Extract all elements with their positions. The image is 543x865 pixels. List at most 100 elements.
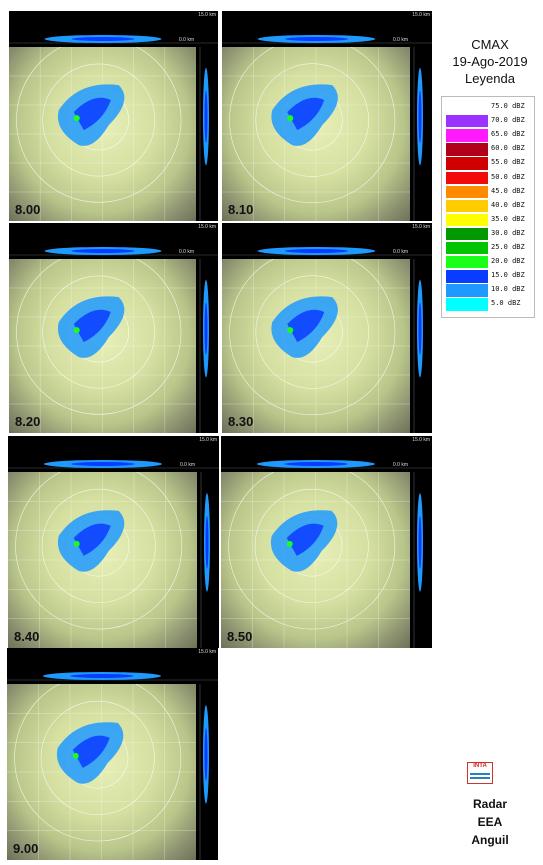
legend-swatch bbox=[446, 171, 488, 184]
legend-swatch bbox=[446, 270, 488, 283]
km-top-label: 15.0 km bbox=[199, 437, 217, 443]
legend-swatch bbox=[446, 256, 488, 269]
cross-section-side bbox=[196, 259, 218, 433]
legend-swatch bbox=[446, 129, 488, 142]
radar-panel: 15.0 km 0.0 km 8.30 bbox=[222, 223, 432, 433]
cross-section-top: 15.0 km 0.0 km bbox=[221, 436, 432, 472]
legend-entry: 10.0 dBZ bbox=[442, 284, 534, 297]
footer-eea: EEA bbox=[477, 815, 503, 829]
legend-label: 30.0 dBZ bbox=[491, 228, 525, 237]
legend-label: 50.0 dBZ bbox=[491, 172, 525, 181]
radar-ppi-map bbox=[222, 47, 410, 221]
panel-time-label: 8.10 bbox=[228, 202, 254, 217]
legend-entry: 15.0 dBZ bbox=[442, 270, 534, 283]
legend-entry: 5.0 dBZ bbox=[442, 298, 534, 311]
legend-label: 10.0 dBZ bbox=[491, 285, 525, 294]
km-base-label: 0.0 km bbox=[178, 249, 194, 255]
radar-panel: 15.0 km 9.00 bbox=[7, 648, 218, 860]
cross-section-side bbox=[410, 259, 432, 433]
legend-label: 20.0 dBZ bbox=[491, 257, 525, 266]
cross-section-top: 15.0 km 0.0 km bbox=[222, 11, 432, 47]
panel-time-label: 8.50 bbox=[227, 629, 253, 644]
inta-logo: INTA bbox=[467, 762, 493, 784]
legend-entry: 70.0 dBZ bbox=[442, 115, 534, 128]
panel-time-label: 8.30 bbox=[228, 414, 254, 429]
legend-entry: 75.0 dBZ bbox=[442, 101, 534, 114]
km-top-label: 15.0 km bbox=[198, 12, 216, 18]
legend-label: 40.0 dBZ bbox=[491, 200, 525, 209]
panel-time-label: 8.00 bbox=[15, 202, 41, 217]
cross-section-top: 15.0 km bbox=[7, 648, 218, 684]
radar-ppi-map bbox=[8, 472, 197, 648]
radar-ppi-map bbox=[221, 472, 410, 648]
radar-echo-overlay bbox=[222, 47, 410, 221]
km-top-label: 15.0 km bbox=[412, 224, 430, 230]
km-top-label: 15.0 km bbox=[412, 437, 430, 443]
cross-section-side bbox=[196, 684, 218, 860]
legend-label: 25.0 dBZ bbox=[491, 243, 525, 251]
km-base-label: 0.0 km bbox=[392, 37, 408, 43]
radar-ppi-map bbox=[9, 259, 196, 433]
dbz-legend: 75.0 dBZ 70.0 dBZ 65.0 dBZ 60.0 dBZ 55.0 dBZ… bbox=[441, 96, 535, 318]
cross-section-top: 15.0 km 0.0 km bbox=[8, 436, 219, 472]
legend-label: 70.0 dBZ bbox=[491, 116, 525, 125]
radar-panel: 15.0 km 0.0 km 8.50 bbox=[221, 436, 432, 648]
legend-entry: 35.0 dBZ bbox=[442, 213, 534, 227]
km-top-label: 15.0 km bbox=[198, 649, 216, 655]
legend-label: 45.0 dBZ bbox=[491, 186, 525, 195]
legend-label: 60.0 dBZ bbox=[491, 144, 525, 153]
legend-swatch bbox=[446, 242, 488, 255]
radar-echo-overlay bbox=[8, 472, 197, 648]
legend-title-date: 19-Ago-2019 bbox=[452, 54, 528, 69]
radar-panel: 15.0 km 0.0 km 8.10 bbox=[222, 11, 432, 221]
km-base-label: 0.0 km bbox=[392, 462, 408, 468]
legend-swatch bbox=[446, 227, 488, 241]
cross-section-side bbox=[196, 47, 218, 221]
legend-entry: 60.0 dBZ bbox=[442, 143, 534, 156]
radar-echo-overlay bbox=[222, 259, 410, 433]
legend-swatch bbox=[446, 185, 488, 198]
legend-entry: 25.0 dBZ bbox=[442, 242, 534, 255]
km-top-label: 15.0 km bbox=[412, 12, 430, 18]
legend-entry: 45.0 dBZ bbox=[442, 185, 534, 198]
legend-swatch bbox=[446, 143, 488, 156]
radar-panel: 15.0 km 0.0 km 8.20 bbox=[9, 223, 218, 433]
panel-time-label: 8.20 bbox=[15, 414, 41, 429]
legend-swatch bbox=[446, 298, 488, 311]
radar-echo-overlay bbox=[9, 47, 196, 221]
km-top-label: 15.0 km bbox=[198, 224, 216, 230]
radar-ppi-map bbox=[7, 684, 196, 860]
legend-swatch bbox=[446, 101, 488, 114]
legend-label: 15.0 dBZ bbox=[491, 271, 525, 280]
radar-echo-overlay bbox=[221, 472, 410, 648]
legend-entry: 65.0 dBZ bbox=[442, 129, 534, 142]
radar-ppi-map bbox=[222, 259, 410, 433]
cross-section-top: 15.0 km 0.0 km bbox=[222, 223, 432, 259]
legend-label: 75.0 dBZ bbox=[491, 102, 525, 110]
footer-radar: Radar bbox=[472, 797, 507, 811]
legend-entry: 30.0 dBZ bbox=[442, 227, 534, 241]
radar-panel: 15.0 km 0.0 km 8.00 bbox=[9, 11, 218, 221]
panel-time-label: 8.40 bbox=[14, 629, 40, 644]
km-base-label: 0.0 km bbox=[392, 249, 408, 255]
radar-ppi-map bbox=[9, 47, 196, 221]
legend-title-cmax: CMAX bbox=[471, 37, 509, 52]
legend-entry: 40.0 dBZ bbox=[442, 199, 534, 213]
legend-title-leyenda: Leyenda bbox=[465, 71, 515, 86]
cross-section-top: 15.0 km 0.0 km bbox=[9, 223, 218, 259]
radar-echo-overlay bbox=[7, 684, 196, 860]
km-base-label: 0.0 km bbox=[178, 37, 194, 43]
legend-swatch bbox=[446, 157, 488, 170]
legend-swatch bbox=[446, 213, 488, 227]
footer-anguil: Anguil bbox=[471, 833, 509, 847]
legend-entry: 55.0 dBZ bbox=[442, 157, 534, 170]
legend-label: 5.0 dBZ bbox=[491, 299, 521, 308]
cross-section-side bbox=[410, 47, 432, 221]
legend-entry: 50.0 dBZ bbox=[442, 171, 534, 184]
legend-label: 35.0 dBZ bbox=[491, 214, 525, 223]
legend-entry: 20.0 dBZ bbox=[442, 256, 534, 269]
legend-swatch bbox=[446, 284, 488, 297]
cross-section-top: 15.0 km 0.0 km bbox=[9, 11, 218, 47]
radar-echo-overlay bbox=[9, 259, 196, 433]
inta-logo-text: INTA bbox=[473, 763, 487, 769]
